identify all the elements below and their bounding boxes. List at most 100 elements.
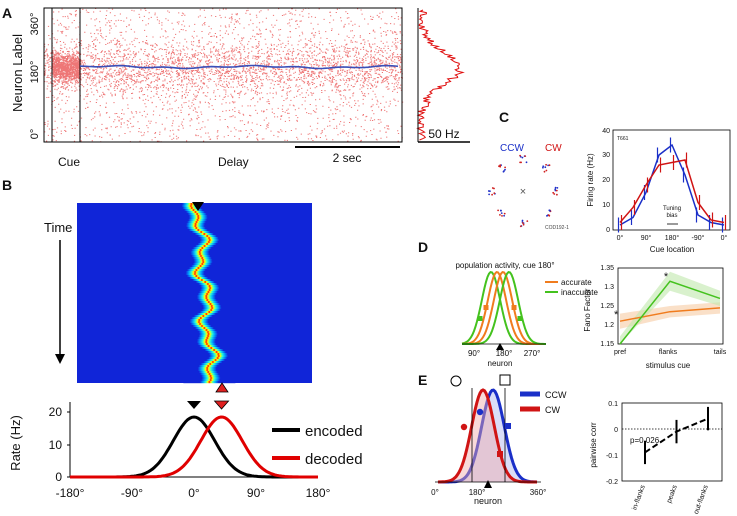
panel-b-xtick-m90: -90° <box>121 486 143 500</box>
heatmap-row <box>169 225 222 228</box>
heatmap-row <box>172 229 225 232</box>
corr-ylabel: pairwise corr <box>589 422 598 468</box>
heatmap-row <box>181 293 234 296</box>
ring-cw-dot <box>503 212 506 215</box>
heatmap-row <box>165 203 218 206</box>
time-scalebar-label: 2 sec <box>333 151 362 165</box>
panel-c-xtick-0: 0° <box>617 234 624 242</box>
heatmap-row <box>183 239 236 242</box>
panel-b-ytick-20: 20 <box>49 405 63 419</box>
cell-id: T661 <box>617 136 629 142</box>
cue-180-marker <box>496 343 504 350</box>
panel-e-xtick-180: 180° <box>469 488 486 497</box>
panel-a-ytick-360: 360° <box>29 13 41 36</box>
panel-c-ytick-40: 40 <box>602 128 610 135</box>
heatmap-row <box>192 355 245 358</box>
panel-a-letter: A <box>2 5 12 21</box>
panel-c-frame <box>612 129 731 231</box>
heatmap-row <box>182 331 234 334</box>
corr-frame <box>621 402 723 482</box>
panel-d-xtick-180: 180° <box>496 349 513 358</box>
panel-c-ytick-20: 20 <box>602 177 610 184</box>
legend-cw-label: CW <box>545 405 560 415</box>
delay-label: Delay <box>218 155 249 169</box>
fano-star-flanks: * <box>664 271 669 283</box>
fano-xlabel: stimulus cue <box>646 361 691 370</box>
heatmap-row <box>186 361 239 364</box>
heatmap-row <box>182 241 235 244</box>
panel-d-letter: D <box>418 239 428 255</box>
panel-c-ytick-30: 30 <box>602 152 610 159</box>
ring-ccw-dot <box>499 209 502 212</box>
heatmap-row <box>181 235 234 238</box>
panel-c-xlabel: Cue location <box>650 245 694 254</box>
panel-d-title: population activity, cue 180° <box>455 261 554 270</box>
legend-accurate-label: accurate <box>561 278 592 287</box>
panel-d-xlabel: neuron <box>488 359 513 368</box>
heatmap-row <box>181 283 234 286</box>
heatmap-row <box>175 231 228 234</box>
tuning-bias-line1: Tuning <box>663 206 681 212</box>
flank-square-marker <box>511 305 517 310</box>
ring-ccw-dot <box>521 156 524 159</box>
heatmap-edge <box>312 203 317 383</box>
ring-ccw-dot <box>549 210 551 212</box>
legend-decoded-label: decoded <box>305 451 363 468</box>
ring-cw-dot <box>548 214 551 217</box>
ring-cw-dot <box>545 169 548 172</box>
ring-cw-dot <box>552 191 555 194</box>
ring-cw-dot <box>504 166 506 169</box>
heatmap-row <box>175 255 227 258</box>
heatmap-row <box>174 317 227 320</box>
heatmap-row <box>190 351 243 354</box>
fano-ytick-135: 1.35 <box>600 265 614 272</box>
panel-c-ytick-10: 10 <box>602 202 610 209</box>
population-curve <box>462 271 546 345</box>
ring-cw-dot <box>556 193 558 196</box>
heatmap-row <box>182 371 235 374</box>
heatmap-row <box>174 265 227 268</box>
heatmap-row <box>178 233 231 236</box>
heatmap-row <box>189 359 242 362</box>
panel-b-xtick-90: 90° <box>247 486 265 500</box>
fano-frame <box>617 267 724 345</box>
pairwise-corr-plot <box>622 406 722 465</box>
heatmap-row <box>192 353 245 356</box>
heatmap-row <box>180 313 233 316</box>
encoded-peak-marker <box>187 401 201 409</box>
legend-inaccurate-label: inaccurate <box>561 288 598 297</box>
fano-xtick-pref: pref <box>614 349 626 356</box>
fixation-cross: × <box>520 186 526 198</box>
heatmap-row <box>183 289 236 292</box>
heatmap-row <box>181 299 234 302</box>
ring-ccw-dot <box>542 165 545 168</box>
heatmap-row <box>169 273 221 276</box>
heatmap-row <box>182 333 235 336</box>
ring-cw-dot <box>553 193 556 195</box>
heatmap-row <box>181 337 234 340</box>
ring-ccw-dot <box>556 187 559 189</box>
panel-c-xtick-m90: -90° <box>692 234 705 242</box>
panel-b-ytick-0: 0 <box>55 470 62 484</box>
panel-c-ytick-0: 0 <box>606 227 610 234</box>
heatmap-row <box>181 369 234 372</box>
heatmap-row <box>171 219 224 222</box>
ring-ccw-dot <box>542 166 544 169</box>
ring-ccw-dot <box>503 170 505 172</box>
encoded-curve <box>70 415 318 479</box>
panel-a-ytick-0: 0° <box>29 129 41 140</box>
ring-cw-dot <box>501 215 503 217</box>
heatmap <box>165 203 245 384</box>
heatmap-row <box>177 259 229 262</box>
ring-ccw-dot <box>504 168 506 171</box>
ccw-label: CCW <box>500 143 524 154</box>
ring-cw-dot <box>522 223 525 226</box>
ring-ccw-dot <box>521 219 524 222</box>
panel-e-xtick-0: 0° <box>431 488 439 497</box>
heatmap-row <box>165 207 218 210</box>
raster-spikes <box>44 7 404 143</box>
ring-cw-dot <box>493 192 496 195</box>
heatmap-row <box>175 279 228 282</box>
heatmap-row <box>170 221 223 224</box>
fano-ytick-13: 1.3 <box>604 284 614 291</box>
